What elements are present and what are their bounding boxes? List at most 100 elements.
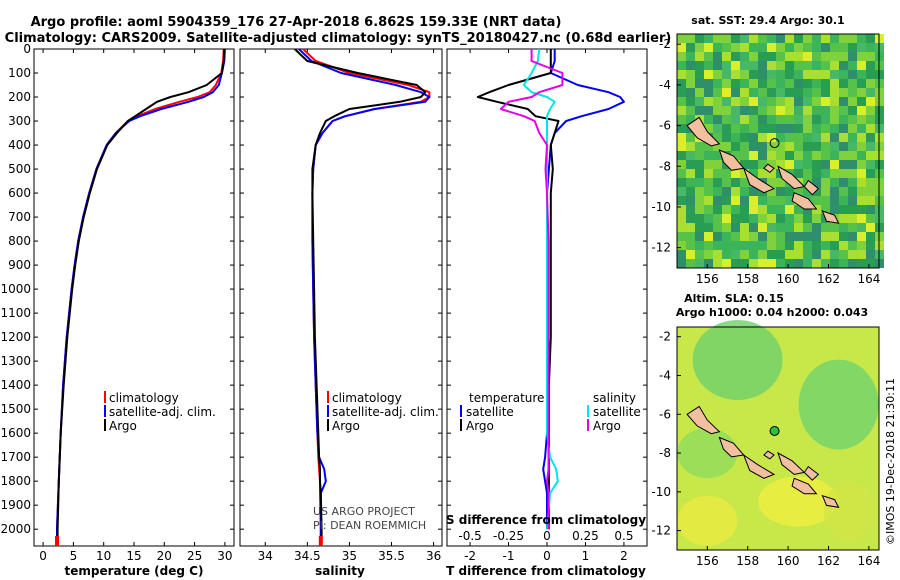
sst-cell [749, 196, 758, 205]
temperature-series-argo [56, 48, 226, 542]
sst-cell [785, 79, 794, 88]
sst-cell [848, 169, 857, 178]
sst-cell [740, 214, 749, 223]
sst-cell [830, 52, 839, 61]
sst-cell [866, 79, 875, 88]
sst-cell [839, 124, 848, 133]
sst-cell [686, 178, 695, 187]
sst-cell [749, 97, 758, 106]
sst-cell [767, 151, 776, 160]
island [742, 453, 776, 479]
sst-cell [821, 115, 830, 124]
sst-cell [839, 97, 848, 106]
depth-tick-label: 100 [8, 66, 31, 80]
map-y-tick-label: -12 [651, 524, 671, 538]
sst-cell [713, 241, 722, 250]
sst-cell [866, 133, 875, 142]
sst-cell [686, 106, 695, 115]
sst-cell [776, 70, 785, 79]
sst-cell [857, 214, 866, 223]
sst-cell [839, 205, 848, 214]
sst-cell [677, 115, 686, 124]
sst-cell [848, 187, 857, 196]
bottom-marker [318, 536, 323, 546]
legend-swatch-t-satellite [460, 405, 462, 417]
sst-cell [713, 34, 722, 43]
pi-label: PI: DEAN ROEMMICH [313, 519, 426, 532]
sst-cell [866, 187, 875, 196]
sst-cell [695, 34, 704, 43]
sst-cell [830, 133, 839, 142]
sst-cell [731, 79, 740, 88]
sst-cell [848, 223, 857, 232]
sst-cell [740, 250, 749, 259]
sst-cell [749, 205, 758, 214]
sst-cell [722, 259, 731, 268]
sst-cell [686, 70, 695, 79]
sst-cell [695, 196, 704, 205]
sst-cell [758, 205, 767, 214]
x-tick-label: 34.5 [294, 549, 321, 563]
sst-cell [839, 70, 848, 79]
sst-cell [740, 205, 749, 214]
sst-cell [857, 52, 866, 61]
salinity-frame [239, 48, 443, 547]
sst-cell [677, 124, 686, 133]
island [791, 477, 818, 495]
sst-cell [812, 133, 821, 142]
sst-cell [794, 43, 803, 52]
figure-title-line2: Climatology: CARS2009. Satellite-adjuste… [5, 31, 672, 46]
sst-cell [776, 88, 785, 97]
sst-cell [794, 88, 803, 97]
sst-cell [830, 169, 839, 178]
sst-cell [704, 70, 713, 79]
sst-cell [830, 43, 839, 52]
sst-cell [821, 205, 830, 214]
sst-cell [740, 142, 749, 151]
sst-cell [794, 232, 803, 241]
sst-cell [758, 142, 767, 151]
x-tick-label: 36 [426, 549, 441, 563]
sst-cell [812, 196, 821, 205]
s-difference-xlabel: S difference from climatology [446, 513, 646, 527]
island [803, 179, 820, 196]
sst-cell [722, 115, 731, 124]
sst-cell [722, 178, 731, 187]
sst-cell [767, 34, 776, 43]
sst-cell [686, 250, 695, 259]
sst-cell [713, 178, 722, 187]
sst-cell [695, 142, 704, 151]
sst-cell [749, 160, 758, 169]
sst-cell [686, 88, 695, 97]
sst-cell [686, 79, 695, 88]
sst-cell [866, 61, 875, 70]
sst-cell [713, 124, 722, 133]
sst-cell [713, 214, 722, 223]
difference-ticks: -2 -1 0 1 2 -0.5 -0.25 0 0.25 0.5 [447, 48, 647, 563]
sst-cell [713, 142, 722, 151]
sst-cell [821, 133, 830, 142]
sst-cell [839, 43, 848, 52]
sst-cell [695, 97, 704, 106]
sst-cell [776, 115, 785, 124]
x-tick-label: -1 [503, 549, 515, 563]
sst-cell [794, 124, 803, 133]
legend-s-header: salinity [593, 391, 636, 405]
project-label: US ARGO PROJECT [313, 505, 415, 518]
sst-cell [740, 61, 749, 70]
map-y-tick-label: -4 [659, 368, 671, 382]
sst-cell [776, 160, 785, 169]
sst-cell [722, 97, 731, 106]
sst-cell [803, 88, 812, 97]
sst-cell [848, 124, 857, 133]
map-y-tick-label: -12 [651, 241, 671, 255]
sst-cell [812, 169, 821, 178]
sst-cell [758, 124, 767, 133]
sst-cell [740, 124, 749, 133]
sst-cell [767, 124, 776, 133]
sst-cell [776, 52, 785, 61]
sst-cell [740, 259, 749, 268]
sst-cell [686, 61, 695, 70]
x-tick-label: 10 [96, 549, 111, 563]
sst-cell [812, 142, 821, 151]
